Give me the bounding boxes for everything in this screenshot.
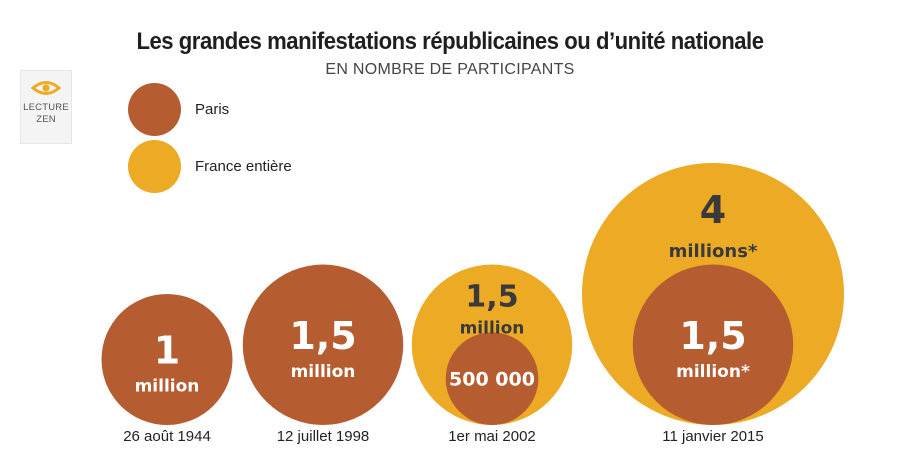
date-label-2002: 1er mai 2002 bbox=[448, 428, 536, 445]
legend-label-paris: Paris bbox=[195, 101, 230, 118]
date-label-2015: 11 janvier 2015 bbox=[662, 428, 764, 445]
bubble-paris-2015 bbox=[632, 264, 794, 425]
chart-subtitle: EN NOMBRE DE PARTICIPANTS bbox=[325, 61, 575, 78]
value-label-france-2015: 4 bbox=[700, 188, 726, 232]
eye-icon bbox=[21, 79, 71, 102]
bubble-paris-1944 bbox=[101, 294, 233, 425]
chart-title: Les grandes manifestations républicaines… bbox=[136, 28, 764, 55]
value-label-paris-2002: 500 000 bbox=[449, 369, 535, 391]
legend-swatch-paris bbox=[128, 83, 181, 136]
legend-label-france: France entière bbox=[195, 158, 292, 175]
value-sublabel-paris-1944: million bbox=[135, 377, 200, 397]
zen-label-line1: LECTURE bbox=[23, 102, 69, 113]
legend-item-paris: Paris bbox=[128, 83, 229, 136]
date-label-1944: 26 août 1944 bbox=[123, 428, 211, 445]
value-sublabel-france-2015: millions* bbox=[669, 241, 758, 262]
value-label-paris-1998: 1,5 bbox=[289, 314, 356, 358]
zen-label-line2: ZEN bbox=[36, 114, 56, 125]
value-sublabel-paris-1998: million bbox=[291, 362, 356, 382]
value-label-paris-1944: 1 bbox=[154, 329, 180, 373]
value-sublabel-paris-2015: million* bbox=[676, 362, 750, 382]
value-label-france-2002: 1,5 bbox=[465, 280, 518, 315]
lecture-zen-button[interactable]: LECTURE ZEN bbox=[20, 70, 72, 144]
bubble-paris-1998 bbox=[242, 264, 404, 425]
legend-item-france: France entière bbox=[128, 140, 292, 193]
value-label-paris-2015: 1,5 bbox=[679, 314, 746, 358]
legend-swatch-france bbox=[128, 140, 181, 193]
value-sublabel-france-2002: million bbox=[460, 319, 525, 339]
date-label-1998: 12 juillet 1998 bbox=[276, 428, 370, 445]
bubble-paris-2002 bbox=[445, 332, 539, 425]
